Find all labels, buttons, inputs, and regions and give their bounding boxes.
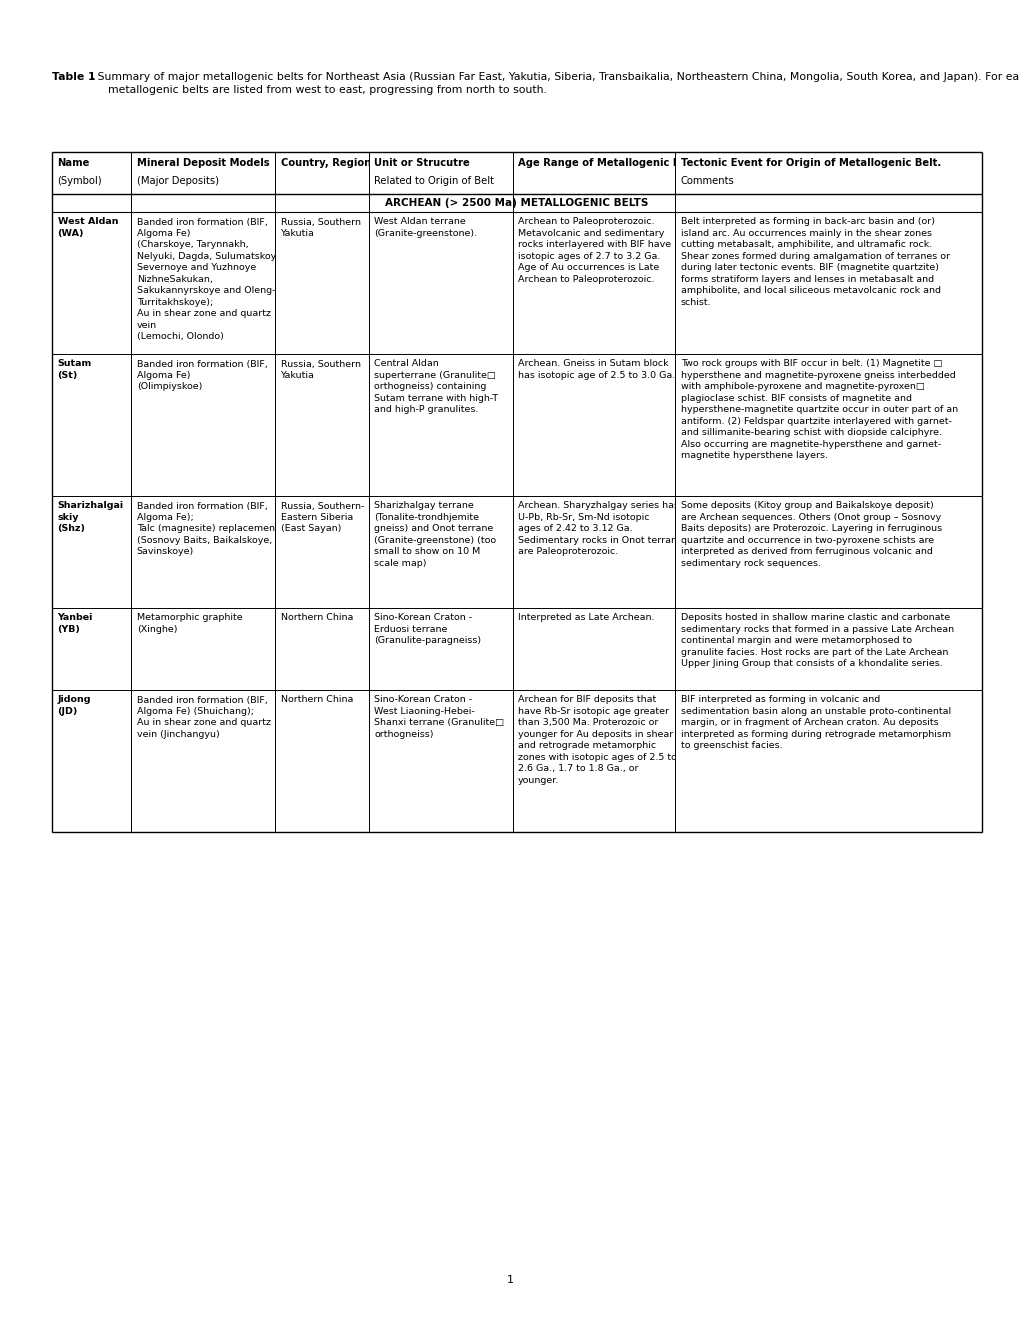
Text: Country, Region: Country, Region xyxy=(280,157,371,168)
Text: Archean. Sharyzhalgay series has
U-Pb, Rb-Sr, Sm-Nd isotopic
ages of 2.42 to 3.1: Archean. Sharyzhalgay series has U-Pb, R… xyxy=(518,502,682,556)
Text: 1: 1 xyxy=(506,1275,513,1284)
Text: Archean to Paleoproterozoic.
Metavolcanic and sedimentary
rocks interlayered wit: Archean to Paleoproterozoic. Metavolcani… xyxy=(518,218,671,284)
Text: .: . xyxy=(91,73,95,82)
Text: Archean. Gneiss in Sutam block
has isotopic age of 2.5 to 3.0 Ga.: Archean. Gneiss in Sutam block has isoto… xyxy=(518,359,675,380)
Text: Russia, Southern
Yakutia: Russia, Southern Yakutia xyxy=(280,218,360,238)
Text: Summary of major metallogenic belts for Northeast Asia (Russian Far East, Yakuti: Summary of major metallogenic belts for … xyxy=(94,73,1019,95)
Text: Interpreted as Late Archean.: Interpreted as Late Archean. xyxy=(518,614,654,623)
Text: Two rock groups with BIF occur in belt. (1) Magnetite □
hypersthene and magnetit: Two rock groups with BIF occur in belt. … xyxy=(680,359,957,461)
Text: Metamorphic graphite
(Xinghe): Metamorphic graphite (Xinghe) xyxy=(137,614,243,634)
Text: Belt interpreted as forming in back-arc basin and (or)
island arc. Au occurrence: Belt interpreted as forming in back-arc … xyxy=(680,218,949,306)
Text: Jidong
(JD): Jidong (JD) xyxy=(57,696,91,715)
Text: BIF interpreted as forming in volcanic and
sedimentation basin along an unstable: BIF interpreted as forming in volcanic a… xyxy=(680,696,950,750)
Text: Yanbei
(YB): Yanbei (YB) xyxy=(57,614,93,634)
Text: Sino-Korean Craton -
West Liaoning-Hebei-
Shanxi terrane (Granulite□
orthogneiss: Sino-Korean Craton - West Liaoning-Hebei… xyxy=(374,696,503,739)
Text: Unit or Strucutre: Unit or Strucutre xyxy=(374,157,470,168)
Text: Tectonic Event for Origin of Metallogenic Belt.: Tectonic Event for Origin of Metallogeni… xyxy=(680,157,941,168)
Text: Sutam
(St): Sutam (St) xyxy=(57,359,92,380)
Text: Banded iron formation (BIF,
Algoma Fe) (Shuichang);
Au in shear zone and quartz
: Banded iron formation (BIF, Algoma Fe) (… xyxy=(137,696,270,739)
Text: Central Aldan
superterrane (Granulite□
orthogneiss) containing
Sutam terrane wit: Central Aldan superterrane (Granulite□ o… xyxy=(374,359,497,414)
Text: West Aldan terrane
(Granite-greenstone).: West Aldan terrane (Granite-greenstone). xyxy=(374,218,477,238)
Text: Banded iron formation (BIF,
Algoma Fe)
(Charskoye, Tarynnakh,
Nelyuki, Dagda, Su: Banded iron formation (BIF, Algoma Fe) (… xyxy=(137,218,284,341)
Text: Northern China: Northern China xyxy=(280,614,353,623)
Text: Russia, Southern-
Eastern Siberia
(East Sayan): Russia, Southern- Eastern Siberia (East … xyxy=(280,502,364,533)
Text: Russia, Southern
Yakutia: Russia, Southern Yakutia xyxy=(280,359,360,380)
Text: Banded iron formation (BIF,
Algoma Fe)
(Olimpiyskoe): Banded iron formation (BIF, Algoma Fe) (… xyxy=(137,359,267,392)
Text: (Major Deposits): (Major Deposits) xyxy=(137,177,218,186)
Text: Archean for BIF deposits that
have Rb-Sr isotopic age greater
than 3,500 Ma. Pro: Archean for BIF deposits that have Rb-Sr… xyxy=(518,696,677,784)
Text: Northern China: Northern China xyxy=(280,696,353,705)
Text: Sharizhalgay terrane
(Tonalite-trondhjemite
gneiss) and Onot terrane
(Granite-gr: Sharizhalgay terrane (Tonalite-trondhjem… xyxy=(374,502,495,568)
Text: Table 1: Table 1 xyxy=(52,73,96,82)
Text: Mineral Deposit Models: Mineral Deposit Models xyxy=(137,157,269,168)
Text: Banded iron formation (BIF,
Algoma Fe);
Talc (magnesite) replacement
(Sosnovy Ba: Banded iron formation (BIF, Algoma Fe); … xyxy=(137,502,278,556)
Text: Sharizhalgai
skiy
(Shz): Sharizhalgai skiy (Shz) xyxy=(57,502,123,533)
Text: Related to Origin of Belt: Related to Origin of Belt xyxy=(374,177,493,186)
Text: Deposits hosted in shallow marine clastic and carbonate
sedimentary rocks that f: Deposits hosted in shallow marine clasti… xyxy=(680,614,953,668)
Text: ARCHEAN (> 2500 Ma) METALLOGENIC BELTS: ARCHEAN (> 2500 Ma) METALLOGENIC BELTS xyxy=(385,198,648,209)
Text: (Symbol): (Symbol) xyxy=(57,177,102,186)
Text: West Aldan
(WA): West Aldan (WA) xyxy=(57,218,118,238)
Text: Sino-Korean Craton -
Erduosi terrane
(Granulite-paragneiss): Sino-Korean Craton - Erduosi terrane (Gr… xyxy=(374,614,481,645)
Text: Comments: Comments xyxy=(680,177,734,186)
Text: Some deposits (Kitoy group and Baikalskoye deposit)
are Archean sequences. Other: Some deposits (Kitoy group and Baikalsko… xyxy=(680,502,941,568)
Text: Age Range of Metallogenic Belt: Age Range of Metallogenic Belt xyxy=(518,157,695,168)
Text: Name: Name xyxy=(57,157,90,168)
